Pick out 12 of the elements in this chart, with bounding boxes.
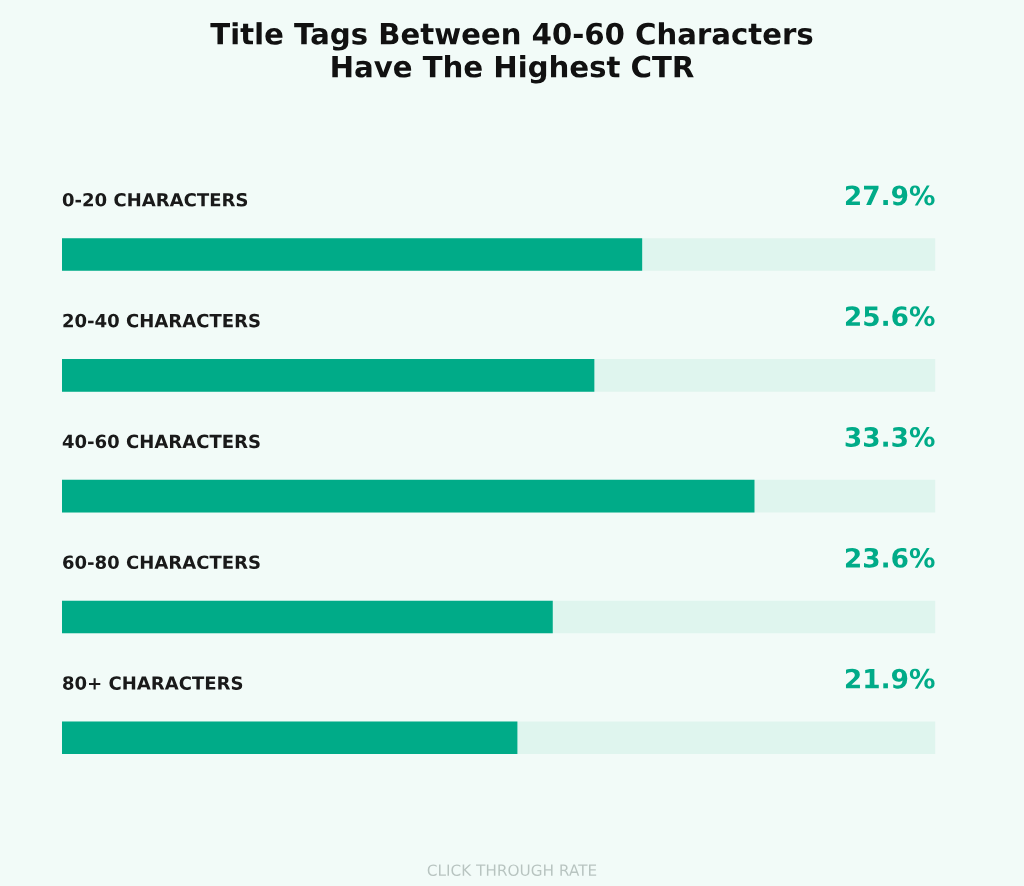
data-label: 27.9% — [845, 185, 935, 206]
y-tick-label: 0-20 CHARACTERS — [62, 192, 248, 207]
data-label: 23.6% — [845, 547, 935, 568]
data-label: 21.9% — [845, 668, 935, 689]
y-tick-label: 20-40 CHARACTERS — [63, 313, 260, 328]
data-label: 33.3% — [845, 427, 935, 448]
y-tick-label: 80+ CHARACTERS — [63, 676, 243, 690]
text: CLICK THROUGH RATE — [427, 864, 597, 876]
chart-title: Title Tags Between 40-60 Characters Have The Highest CTR — [210, 22, 813, 84]
data-label: 25.6% — [845, 306, 935, 327]
y-tick-label: 60-80 CHARACTERS — [63, 555, 260, 570]
y-tick-label: 40-60 CHARACTERS — [62, 434, 260, 449]
